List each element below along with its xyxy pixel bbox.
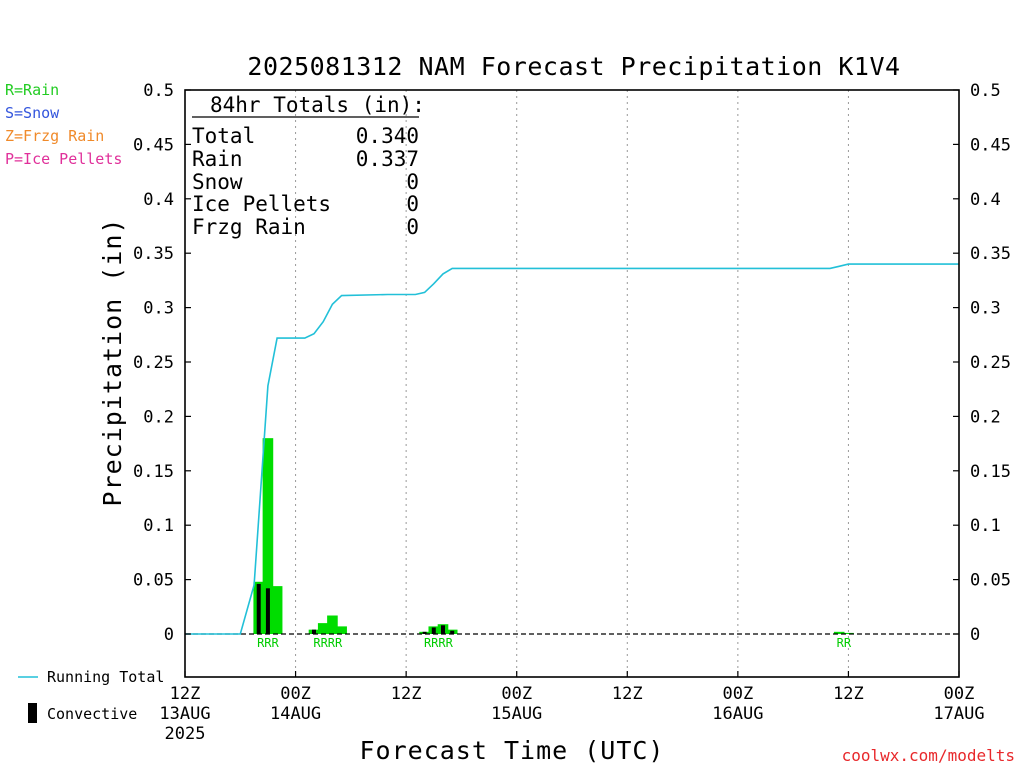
running-total-line [185,263,959,635]
type-legend-frzg-rain: Z=Frzg Rain [5,127,104,145]
totals-value-ice-pellets: 0 [406,192,419,216]
rain-bar [843,632,854,634]
y-tick-label-right: 0.5 [970,81,1001,101]
convective-legend-label: Convective [47,705,137,723]
rain-bar [336,626,347,634]
grid-lines [295,90,849,677]
precip-type-label: RRRR [313,636,343,650]
y-tick-label-left: 0.45 [133,135,174,155]
x-tick-label: 12Z [612,684,643,704]
x-tick-label: 00Z [280,684,311,704]
x-tick-label: 15AUG [491,704,542,724]
totals-value-total: 0.340 [356,124,419,148]
credit-text: coolwx.com/modelts [842,746,1015,765]
y-tick-label-right: 0.25 [970,353,1011,373]
running-total-legend-label: Running Total [47,668,164,686]
y-tick-label-right: 0.15 [970,462,1011,482]
rain-bar [262,438,274,634]
convective-bar [422,631,427,634]
y-tick-label-right: 0.4 [970,190,1001,210]
convective-bars [256,583,455,634]
precip-bars [253,438,854,634]
y-tick-label-left: 0.05 [133,571,174,591]
totals-value-frzg-rain: 0 [406,215,419,239]
totals-label-frzg-rain: Frzg Rain [192,215,306,239]
y-tick-label-right: 0.1 [970,516,1001,536]
series-legend: Running Total Convective [18,668,164,723]
totals-label-rain: Rain [192,147,243,171]
x-tick-label: 14AUG [270,704,321,724]
y-tick-label-left: 0.5 [143,81,174,101]
totals-label-total: Total [192,124,255,148]
type-legend-snow: S=Snow [5,104,60,122]
y-tick-label-right: 0.3 [970,299,1001,319]
totals-heading: 84hr Totals (in): [210,93,425,117]
y-tick-label-right: 0 [970,625,980,645]
totals-label-snow: Snow [192,170,243,194]
x-tick-label: 12Z [391,684,422,704]
type-legend: R=Rain S=Snow Z=Frzg Rain P=Ice Pellets [5,81,122,168]
y-axis-ticks: 0 00.05 0.050.1 0.10.15 0.150.2 0.20.25 0.250.… [133,81,1011,645]
x-tick-label: 13AUG [159,704,210,724]
x-tick-label: 16AUG [712,704,763,724]
y-tick-label-left: 0.2 [143,407,174,427]
precip-type-label: RRRR [424,636,454,650]
totals-box: 84hr Totals (in): Total 0.340 Rain 0.337… [192,93,425,239]
type-legend-rain: R=Rain [5,81,59,99]
x-tick-label: 00Z [944,684,975,704]
y-tick-label-left: 0.3 [143,299,174,319]
y-tick-label-right: 0.35 [970,244,1011,264]
totals-label-ice-pellets: Ice Pellets [192,192,331,216]
convective-bar [441,625,445,634]
convective-bar [265,588,270,634]
precip-type-label: RRR [257,636,279,650]
convective-bar [256,583,261,634]
chart-title: 2025081312 NAM Forecast Precipitation K1… [247,52,900,81]
x-tick-label: 12Z [833,684,864,704]
x-tick-label: 17AUG [933,704,984,724]
precip-type-labels: RRR RRRR RRRR RR [257,636,852,650]
convective-bar [312,629,316,634]
rain-bar [271,586,283,634]
y-axis-label: Precipitation (in) [98,218,127,507]
totals-value-rain: 0.337 [356,147,419,171]
x-tick-label: 2025 [165,724,206,744]
plot-frame [184,89,960,678]
y-tick-label-left: 0.4 [143,190,174,210]
y-tick-label-left: 0.1 [143,516,174,536]
convective-legend-swatch [28,703,37,723]
convective-bar [450,630,455,634]
y-tick-label-right: 0.45 [970,135,1011,155]
y-tick-label-left: 0.15 [133,462,174,482]
convective-bar [431,627,436,634]
rain-bar [317,623,329,634]
y-tick-label-left: 0 [164,625,174,645]
y-tick-label-left: 0.35 [133,244,174,264]
rain-bar [327,615,338,634]
type-legend-ice-pellets: P=Ice Pellets [5,150,122,168]
y-tick-label-right: 0.05 [970,571,1011,591]
rain-bar [833,631,845,634]
y-tick-label-right: 0.2 [970,407,1001,427]
y-tick-label-left: 0.25 [133,353,174,373]
precip-type-label: RR [837,636,852,650]
x-tick-label: 00Z [722,684,753,704]
x-tick-label: 00Z [501,684,532,704]
x-tick-label: 12Z [170,684,201,704]
totals-value-snow: 0 [406,170,419,194]
x-axis-label: Forecast Time (UTC) [360,736,665,765]
